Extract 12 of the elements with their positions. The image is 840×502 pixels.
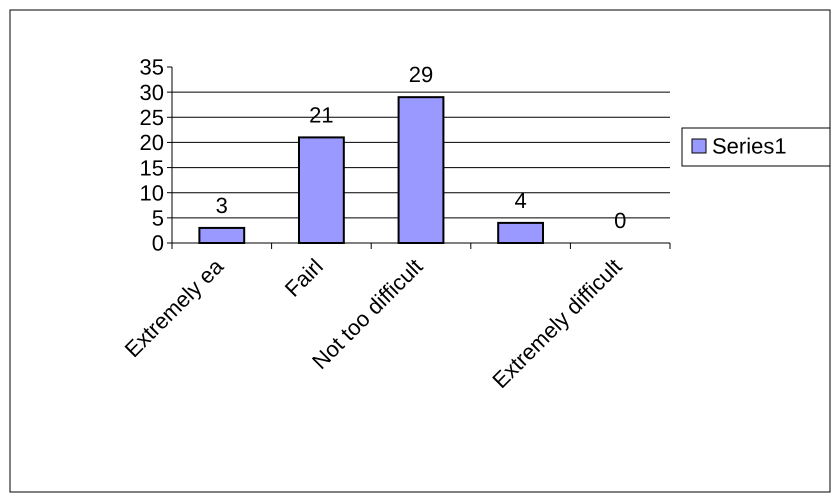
legend-label: Series1 xyxy=(712,134,787,159)
y-tick-label: 30 xyxy=(140,80,164,105)
data-label: 3 xyxy=(216,192,228,218)
y-tick-label: 25 xyxy=(140,104,164,130)
y-tick-label: 0 xyxy=(152,230,164,256)
data-label: 29 xyxy=(408,62,434,88)
y-tick-label: 10 xyxy=(140,180,164,206)
y-tick-label: 20 xyxy=(140,130,164,156)
y-tick-label: 15 xyxy=(140,155,164,180)
y-tick-label: 35 xyxy=(140,54,164,80)
data-label: 4 xyxy=(514,188,527,213)
y-tick-label: 5 xyxy=(152,206,164,231)
